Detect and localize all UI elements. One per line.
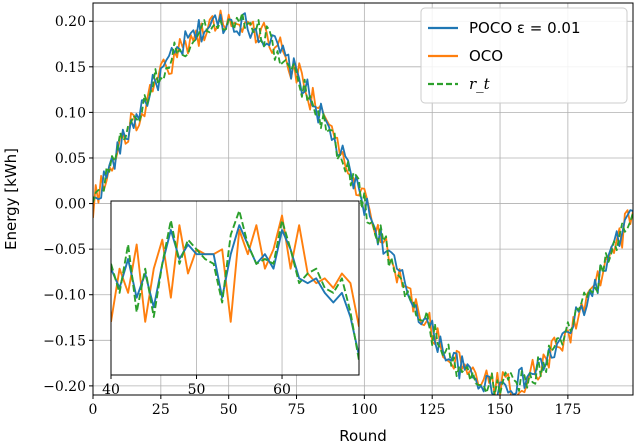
x-tick-label: 50 bbox=[220, 402, 238, 418]
legend-label-oco: OCO bbox=[469, 47, 503, 65]
legend-box bbox=[420, 7, 628, 104]
x-tick-label: 0 bbox=[89, 402, 98, 418]
inset-x-tick-label: 50 bbox=[188, 382, 206, 398]
y-tick-label: 0.20 bbox=[55, 14, 86, 30]
x-tick-label: 125 bbox=[419, 402, 446, 418]
y-tick-label: −0.15 bbox=[43, 333, 86, 349]
x-tick-label: 100 bbox=[351, 402, 378, 418]
inset-background bbox=[111, 201, 359, 375]
inset-ticks: 40 50 60 bbox=[102, 375, 291, 398]
y-tick-label: 0.00 bbox=[55, 197, 86, 213]
inset-x-tick-label: 60 bbox=[273, 382, 291, 398]
inset-line-2 bbox=[111, 209, 359, 361]
y-tick-label: −0.20 bbox=[43, 379, 86, 395]
y-tick-label: 0.05 bbox=[55, 151, 86, 167]
main-ticks: 0 25 50 75 100 125 150 175 0.20 0.15 0.10 0.05 0.00 −… bbox=[43, 14, 581, 418]
x-tick-label: 75 bbox=[288, 402, 306, 418]
legend: POCO ε = 0.01 OCO r_t bbox=[420, 7, 628, 104]
main-axes-frame bbox=[92, 2, 634, 396]
legend-label-rt: r_t bbox=[469, 75, 491, 93]
main-series bbox=[93, 9, 633, 395]
y-axis-label: Energy [kWh] bbox=[2, 148, 20, 250]
inset-frame bbox=[110, 200, 360, 376]
x-tick-label: 150 bbox=[487, 402, 514, 418]
y-tick-label: 0.15 bbox=[55, 60, 86, 76]
x-axis-label: Round bbox=[339, 427, 386, 444]
main-line-2 bbox=[93, 12, 633, 395]
y-tick-label: 0.10 bbox=[55, 105, 86, 121]
inset-x-tick-label: 40 bbox=[102, 382, 120, 398]
y-tick-label: −0.05 bbox=[43, 242, 86, 258]
inset-line-0 bbox=[111, 224, 359, 356]
legend-label-poco: POCO ε = 0.01 bbox=[469, 19, 581, 37]
y-tick-label: −0.10 bbox=[43, 288, 86, 304]
inset-series bbox=[111, 209, 359, 361]
x-tick-label: 175 bbox=[555, 402, 582, 418]
x-tick-label: 25 bbox=[152, 402, 170, 418]
